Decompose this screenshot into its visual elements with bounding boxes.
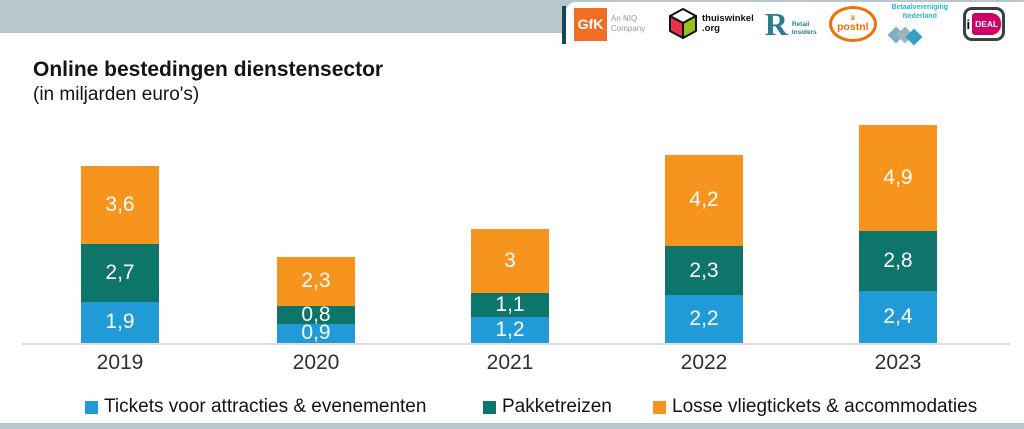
x-axis-line [22, 343, 1010, 345]
ideal-badge-text: DEAL [972, 12, 1002, 36]
legend-item-pakketreizen: Pakketreizen [483, 396, 612, 418]
bar-value-label: 2,4 [883, 305, 913, 329]
ideal-i-text: i [966, 16, 971, 32]
legend-label-vliegtickets: Losse vliegtickets & accommodaties [672, 396, 978, 417]
x-axis-label-2020: 2020 [292, 351, 340, 374]
logo-panel: GfK An NIQ Company thuiswinkel .org R Re… [562, 2, 1024, 46]
bar-value-label: 1,9 [105, 310, 135, 334]
bar-value-label: 0,9 [301, 321, 331, 345]
retail-insiders-r-icon: R [764, 6, 788, 42]
legend-item-tickets: Tickets voor attracties & evenementen [85, 396, 426, 418]
bar-value-label: 3 [504, 248, 516, 272]
bar-segment-2019-1: 2,7 [81, 243, 159, 302]
ideal-box-icon: i DEAL [962, 7, 1005, 41]
bar-value-label: 4,9 [883, 165, 913, 189]
x-axis-label-2022: 2022 [680, 351, 728, 374]
x-axis-label-2023: 2023 [874, 351, 922, 374]
betaalvereniging-logo: Betaalvereniging Nederland [887, 4, 952, 46]
bar-2021: 3 1,1 1,2 [471, 228, 549, 343]
bar-value-label: 2,7 [105, 260, 135, 284]
bar-segment-2022-0: 2,2 [665, 295, 743, 343]
bar-segment-2022-2: 4,2 [665, 155, 743, 246]
legend-swatch-tickets [85, 400, 98, 414]
chart-subtitle: (in miljarden euro's) [33, 84, 200, 105]
bar-segment-2021-0: 1,2 [471, 317, 549, 343]
postnl-logo: ♛ postnl [828, 6, 877, 42]
bar-value-label: 1,1 [495, 293, 525, 317]
gfk-logo-subtext: An NIQ Company [611, 14, 646, 33]
gfk-logo: GfK An NIQ Company [574, 7, 657, 41]
chart-title: Online bestedingen dienstensector [33, 58, 384, 81]
gfk-logo-text: GfK [577, 16, 604, 32]
bar-2020: 2,3 0,8 0,9 [277, 256, 355, 345]
postnl-logo-text: postnl [837, 20, 869, 33]
postnl-oval-icon: ♛ postnl [828, 6, 877, 42]
legend-label-tickets: Tickets voor attracties & evenementen [104, 396, 427, 417]
footer-band [0, 423, 1024, 429]
bar-segment-2021-2: 3 [471, 228, 549, 294]
bar-segment-2019-0: 1,9 [81, 301, 159, 343]
retail-insiders-logo: R Retail Insiders [765, 8, 818, 40]
logo-panel-divider [562, 6, 566, 44]
legend-swatch-pakketreizen [483, 400, 496, 414]
legend-swatch-vliegtickets [653, 400, 666, 414]
bar-value-label: 2,3 [301, 269, 331, 293]
bar-value-label: 0,8 [301, 302, 331, 326]
gfk-icon: GfK [574, 7, 607, 41]
ideal-logo: i DEAL [962, 7, 1005, 41]
bar-segment-2019-2: 3,6 [81, 165, 159, 244]
legend-item-vliegtickets: Losse vliegtickets & accommodaties [653, 396, 977, 418]
betaalvereniging-logo-line1: Betaalvereniging [891, 4, 949, 12]
bar-value-label: 4,2 [689, 188, 719, 212]
betaalvereniging-logo-line2: Nederland [902, 13, 937, 20]
thuiswinkel-logo: thuiswinkel .org [668, 8, 754, 40]
x-axis-label-2019: 2019 [96, 351, 144, 374]
bar-value-label: 1,2 [495, 318, 525, 342]
bar-2023: 4,9 2,8 2,4 [859, 124, 937, 343]
betaalvereniging-diamonds-icon [887, 26, 928, 46]
bar-segment-2020-0: 0,9 [277, 321, 355, 345]
bar-value-label: 2,3 [689, 258, 719, 282]
legend-label-pakketreizen: Pakketreizen [502, 396, 612, 417]
bar-2022: 4,2 2,3 2,2 [665, 155, 743, 343]
thuiswinkel-logo-text: thuiswinkel [702, 12, 754, 24]
bar-segment-2022-1: 2,3 [665, 245, 743, 296]
postnl-crown-icon: ♛ [849, 14, 856, 22]
bar-segment-2020-2: 2,3 [277, 256, 355, 307]
retail-insiders-logo-text: Retail Insiders [791, 21, 817, 36]
bar-value-label: 2,8 [883, 248, 913, 272]
bar-segment-2023-2: 4,9 [859, 124, 937, 231]
thuiswinkel-cube-icon [669, 8, 697, 39]
thuiswinkel-logo-org: .org [702, 23, 720, 34]
bar-value-label: 3,6 [105, 192, 135, 216]
bar-2019: 3,6 2,7 1,9 [81, 165, 159, 343]
x-axis-label-2021: 2021 [486, 351, 534, 374]
bar-segment-2023-1: 2,8 [859, 230, 937, 292]
bar-segment-2023-0: 2,4 [859, 291, 937, 343]
bar-value-label: 2,2 [689, 307, 719, 331]
bar-segment-2020-1: 0,8 [277, 303, 355, 326]
bar-segment-2021-1: 1,1 [471, 293, 549, 318]
